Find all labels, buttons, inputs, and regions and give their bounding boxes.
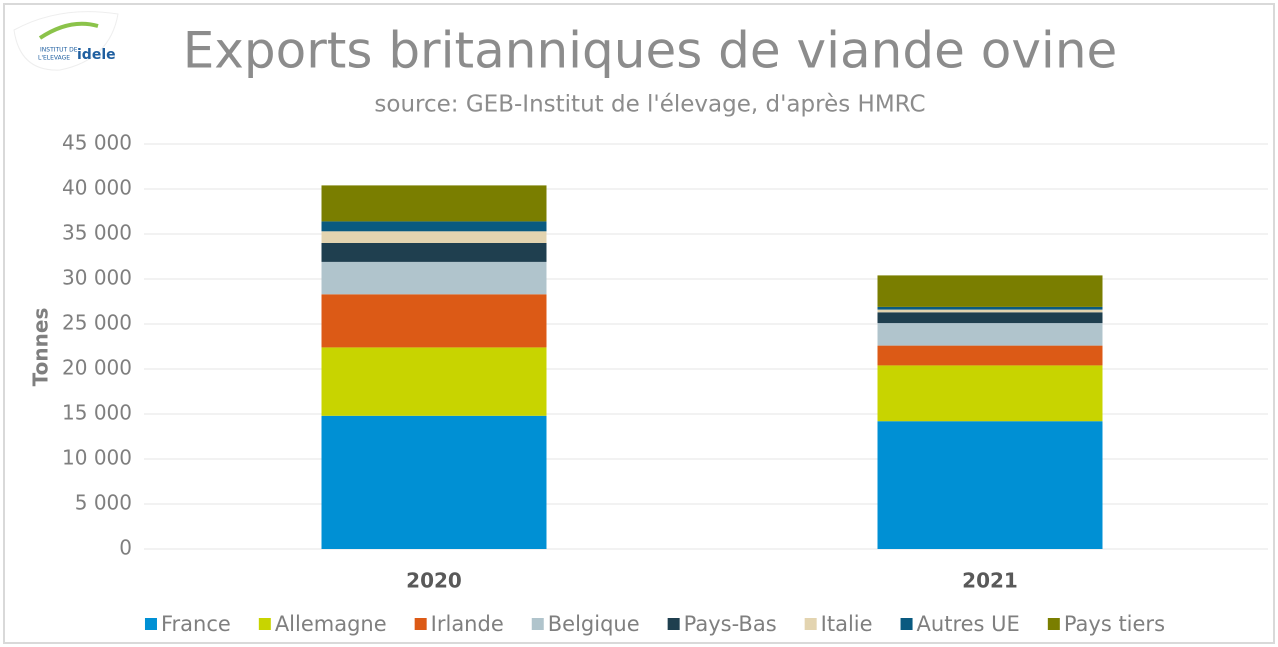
legend-label: Autres UE [917,612,1020,636]
bar-segment [877,312,1103,324]
bar-segment [877,323,1103,346]
logo-text: L'ELEVAGE [38,55,70,62]
legend-swatch [144,618,157,630]
y-tick-label: 25 000 [62,311,132,335]
bar-segment [321,231,547,243]
bar-segment [321,185,547,222]
bar-segment [321,221,547,232]
bar-segment [321,261,547,295]
legend-swatch [258,618,271,630]
y-tick-label: 45 000 [62,131,132,155]
legend-swatch [531,618,544,630]
x-tick-label: 2020 [406,569,462,593]
legend-swatch [667,618,680,630]
legend-swatch [804,618,817,630]
y-tick-label: 30 000 [62,266,132,290]
bar-segment [877,306,1103,310]
y-axis-label: Tonnes [29,308,53,387]
logo-swoosh [38,21,99,40]
legend-swatch [414,618,427,630]
y-tick-label: 20 000 [62,356,132,380]
legend-label: France [161,612,231,636]
legend-swatch [1047,618,1060,630]
y-tick-label: 40 000 [62,176,132,200]
legend-swatch [900,618,913,630]
bar-segment [877,275,1103,307]
legend-label: Irlande [431,612,504,636]
bar-segment [321,243,547,262]
chart-subtitle: source: GEB-Institut de l'élevage, d'apr… [374,92,925,118]
legend-label: Pays-Bas [684,612,777,636]
y-tick-label: 15 000 [62,401,132,425]
bar-segment [877,309,1103,313]
bar-segment [321,294,547,348]
y-tick-label: 10 000 [62,446,132,470]
bar-segment [877,345,1103,366]
legend-label: Pays tiers [1064,612,1165,636]
bar-segment [321,347,547,416]
legend-label: Italie [821,612,873,636]
y-tick-label: 0 [119,536,132,560]
y-tick-label: 5 000 [75,491,132,515]
y-tick-label: 35 000 [62,221,132,245]
x-tick-label: 2021 [962,569,1018,593]
logo-text: idele [77,47,116,63]
bar-segment [877,421,1103,549]
logo-text: INSTITUT DE [40,47,78,54]
legend-label: Belgique [548,612,640,636]
chart-title: Exports britanniques de viande ovine [183,22,1118,80]
bar-segment [877,365,1103,422]
bar-segment [321,415,547,549]
legend-label: Allemagne [275,612,387,636]
